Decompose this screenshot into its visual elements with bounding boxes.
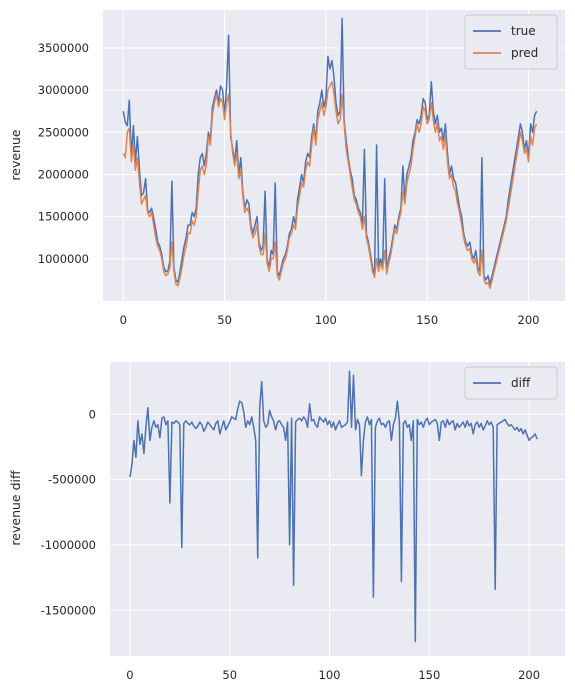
x-tick-label: 200 xyxy=(518,668,540,682)
x-tick-label: 100 xyxy=(319,668,341,682)
y-tick-label: -1000000 xyxy=(41,538,96,552)
y-tick-label: -1500000 xyxy=(41,603,96,617)
y-axis-label: revenue diff xyxy=(8,470,23,546)
legend-box xyxy=(464,14,558,70)
legend-label: diff xyxy=(511,376,531,390)
x-tick-label: 50 xyxy=(222,668,237,682)
x-tick-label: 0 xyxy=(120,313,127,327)
y-axis-label: revenue xyxy=(8,129,23,180)
series-line-pred xyxy=(122,80,538,290)
x-tick-label: 150 xyxy=(416,313,438,327)
x-tick-label: 50 xyxy=(217,313,232,327)
legend-label: true xyxy=(511,24,536,38)
series-line-true xyxy=(122,17,538,285)
x-tick-label: 150 xyxy=(418,668,440,682)
x-tick-label: 0 xyxy=(126,668,133,682)
legend: true pred xyxy=(464,14,558,70)
y-tick-label: 1500000 xyxy=(38,210,89,224)
y-tick-label: 3500000 xyxy=(38,41,89,55)
legend: diff xyxy=(464,366,558,400)
chart-panel-0: 1000000 1500000 2000000 2500000 3000000 35000… xyxy=(8,10,565,327)
y-tick-label: 3000000 xyxy=(38,83,89,97)
chart-panel-1: -1500000 -1000000 -500000 0 0 50 100 150 200 reve… xyxy=(8,362,565,682)
legend-label: pred xyxy=(511,46,538,60)
y-tick-label: 2500000 xyxy=(38,125,89,139)
y-tick-label: 0 xyxy=(89,407,96,421)
y-tick-label: 2000000 xyxy=(38,167,89,181)
y-tick-label: 1000000 xyxy=(38,252,89,266)
y-tick-label: -500000 xyxy=(48,473,96,487)
series-line-diff xyxy=(129,370,538,643)
x-tick-label: 200 xyxy=(518,313,540,327)
plot-area xyxy=(110,362,565,656)
legend-box xyxy=(464,366,558,400)
x-tick-label: 100 xyxy=(315,313,337,327)
